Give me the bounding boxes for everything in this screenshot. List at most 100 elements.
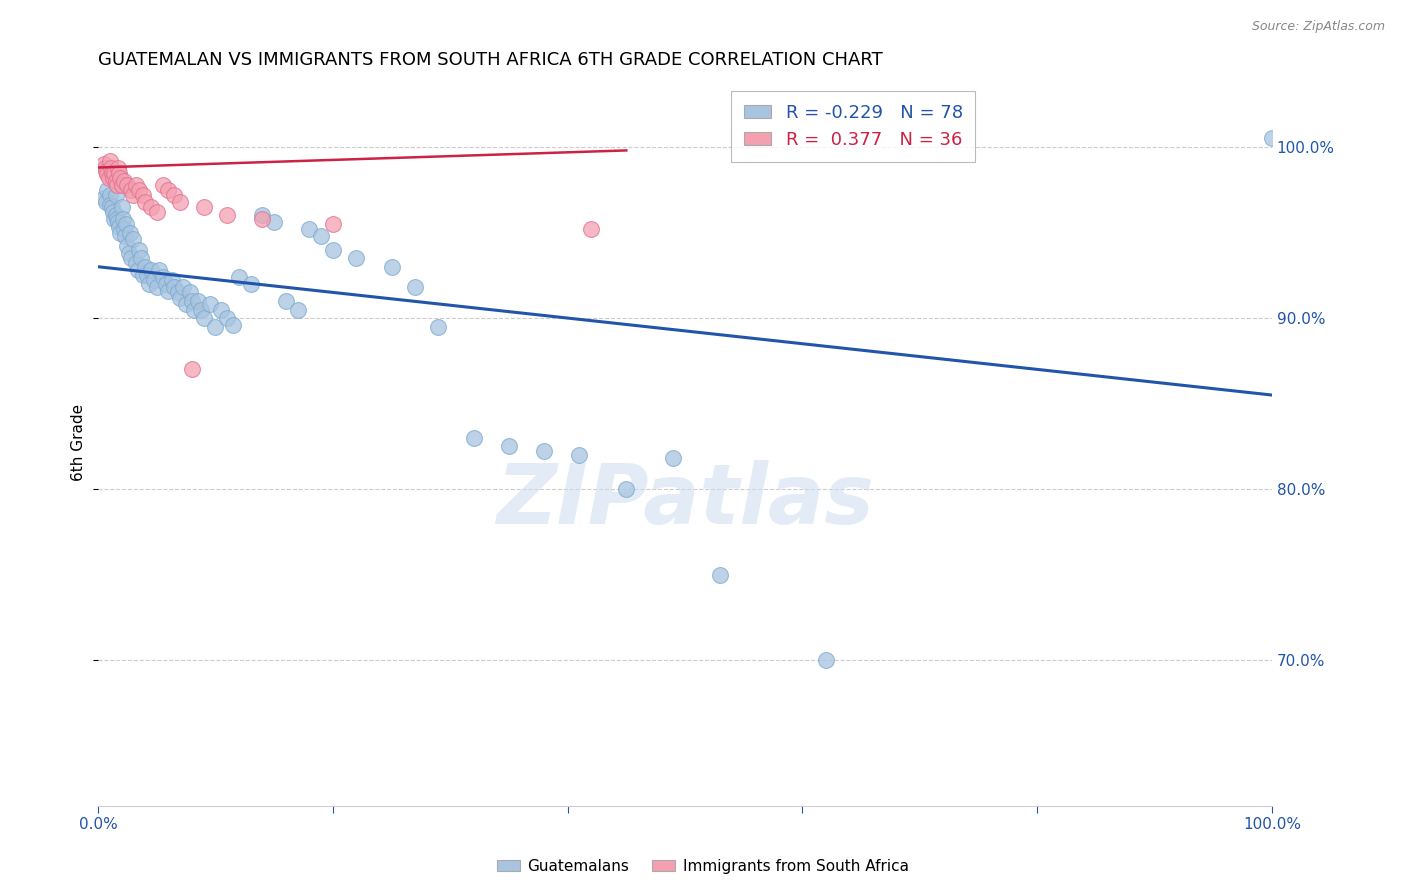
Text: GUATEMALAN VS IMMIGRANTS FROM SOUTH AFRICA 6TH GRADE CORRELATION CHART: GUATEMALAN VS IMMIGRANTS FROM SOUTH AFRI… (98, 51, 883, 69)
Point (138, 277, 160, 291)
Point (93, 157, 115, 171)
Point (103, 211, 125, 226)
Point (104, 174, 127, 188)
Point (108, 220, 131, 235)
Point (98, 153, 121, 168)
Point (108, 166, 131, 180)
Point (709, 567, 731, 582)
Point (117, 239, 139, 253)
Point (96, 164, 118, 178)
Point (148, 263, 170, 277)
Point (124, 256, 146, 270)
Point (122, 187, 145, 202)
Point (143, 273, 166, 287)
Point (160, 273, 183, 287)
Point (344, 251, 367, 265)
Point (155, 277, 177, 291)
Point (93, 191, 115, 205)
Point (152, 178, 174, 192)
Point (404, 280, 426, 294)
Point (190, 302, 212, 317)
Point (181, 362, 204, 376)
Point (103, 170, 125, 185)
Point (217, 209, 239, 223)
Point (145, 205, 167, 219)
Point (127, 263, 149, 277)
Point (193, 311, 215, 326)
Point (228, 270, 250, 285)
Point (298, 222, 321, 236)
Point (117, 246, 139, 260)
Point (239, 277, 262, 291)
Point (112, 174, 135, 188)
Point (117, 178, 139, 192)
Point (814, 653, 837, 667)
Point (172, 280, 194, 294)
Point (217, 311, 239, 326)
Point (463, 431, 485, 445)
Point (533, 444, 555, 458)
Point (322, 217, 344, 231)
Point (131, 268, 153, 283)
Point (322, 243, 344, 257)
Point (105, 178, 128, 192)
Point (174, 297, 197, 311)
Point (157, 284, 180, 298)
Point (96, 167, 118, 181)
Point (114, 229, 136, 244)
Point (104, 209, 127, 223)
Point (169, 291, 191, 305)
Point (112, 222, 135, 236)
Point (309, 229, 332, 244)
Point (103, 166, 125, 180)
Point (498, 439, 520, 453)
Point (579, 222, 602, 236)
Point (103, 205, 125, 219)
Point (209, 302, 232, 317)
Point (222, 318, 245, 332)
Point (136, 268, 159, 283)
Point (163, 187, 186, 202)
Point (124, 178, 146, 192)
Point (568, 448, 591, 462)
Point (110, 178, 132, 192)
Point (139, 263, 162, 277)
Point (98, 187, 121, 202)
Point (131, 251, 153, 265)
Point (662, 451, 685, 466)
Point (139, 200, 162, 214)
Legend: Guatemalans, Immigrants from South Africa: Guatemalans, Immigrants from South Afric… (491, 853, 915, 880)
Legend: R = -0.229   N = 78, R =  0.377   N = 36: R = -0.229 N = 78, R = 0.377 N = 36 (731, 91, 976, 161)
Point (96, 183, 118, 197)
Point (131, 187, 153, 202)
Point (122, 232, 145, 246)
Point (157, 183, 180, 197)
Point (100, 161, 122, 175)
Point (183, 302, 205, 317)
Point (134, 260, 156, 274)
Point (128, 243, 150, 257)
Point (110, 200, 132, 214)
Y-axis label: 6th Grade: 6th Grade (72, 403, 86, 481)
Point (252, 209, 274, 223)
Point (1261, 131, 1284, 145)
Point (107, 161, 129, 175)
Point (163, 280, 186, 294)
Point (181, 293, 204, 308)
Point (94, 161, 117, 175)
Point (118, 226, 141, 240)
Point (169, 194, 191, 209)
Text: ZIPatlas: ZIPatlas (496, 459, 875, 541)
Point (104, 187, 127, 202)
Point (380, 260, 402, 274)
Point (204, 319, 226, 334)
Point (614, 482, 637, 496)
Point (167, 285, 190, 300)
Point (111, 211, 134, 226)
Point (134, 194, 156, 209)
Point (287, 302, 309, 317)
Point (105, 211, 128, 226)
Point (98, 198, 121, 212)
Point (120, 183, 142, 197)
Point (101, 200, 124, 214)
